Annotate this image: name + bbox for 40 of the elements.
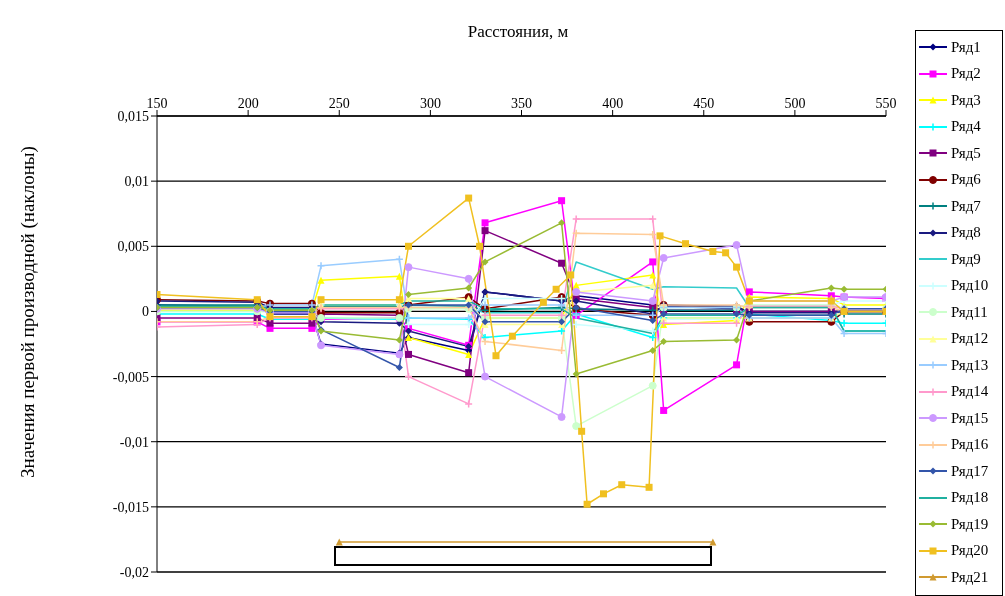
x-tick-label: 550 [875,96,897,111]
y-axis-title: Значения первой производной (наклоны) [16,145,39,480]
x-tick-label: 300 [419,96,441,111]
x-tick-label: 200 [237,96,259,111]
legend-label: Ряд19 [951,515,989,533]
legend-label: Ряд21 [951,568,989,586]
legend-label: Ряд15 [951,409,989,427]
x-axis-title: Расстояния, м [466,22,570,42]
legend-label: Ряд11 [951,303,988,321]
legend-label: Ряд5 [951,144,981,162]
legend-label: Ряд18 [951,489,989,507]
legend-label: Ряд12 [951,330,989,348]
legend-label: Ряд4 [951,118,981,136]
legend-label: Ряд14 [951,383,989,401]
legend-label: Ряд16 [951,436,989,454]
y-tick-label: 0 [142,304,149,320]
x-tick-label: 450 [693,96,715,111]
y-tick-label: -0,02 [119,564,149,580]
x-tick-label: 150 [146,96,168,111]
x-tick-label: 400 [602,96,624,111]
legend-label: Ряд17 [951,462,989,480]
legend-label: Ряд6 [951,171,981,189]
x-tick-label: 350 [511,96,532,111]
legend-label: Ряд9 [951,250,981,268]
legend-label: Ряд7 [951,197,981,215]
y-tick-label: 0,015 [117,108,149,124]
x-tick-label: 500 [784,96,806,111]
x-tick-label: 250 [328,96,350,111]
y-tick-label: 0,01 [124,174,149,190]
legend-label: Ряд13 [951,356,989,374]
legend-label: Ряд10 [951,277,989,295]
legend-label: Ряд3 [951,91,981,109]
legend-label: Ряд8 [951,224,981,242]
legend-label: Ряд1 [951,38,981,56]
y-tick-label: 0,005 [117,239,149,255]
y-tick-label: -0,005 [112,369,149,385]
y-tick-label: -0,01 [119,434,149,450]
legend-label: Ряд20 [951,542,989,560]
y-tick-label: -0,015 [112,499,149,515]
legend-label: Ряд2 [951,65,981,83]
